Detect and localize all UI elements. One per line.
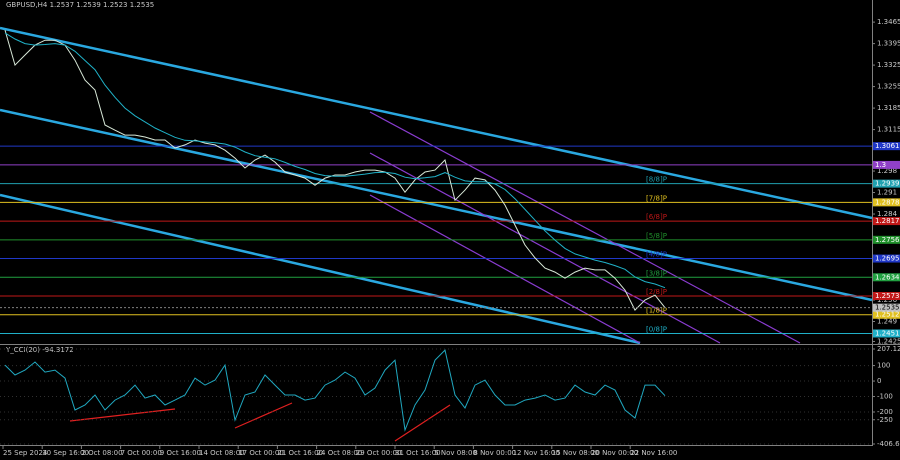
level-label: 1.2634	[875, 273, 900, 281]
x-tick-label: 7 Oct 00:00	[121, 449, 162, 457]
series-line	[4, 29, 666, 311]
y-tick-label: 1.3115	[877, 126, 900, 134]
y-tick-label: 1.298	[877, 167, 897, 175]
x-tick-label: 22 Nov 16:00	[630, 449, 677, 457]
divergence-line	[234, 402, 293, 429]
level-label-box	[873, 329, 900, 338]
level-label: 1.2573	[875, 292, 900, 300]
x-tick-label: 17 Oct 00:00	[238, 449, 284, 457]
series-line	[4, 349, 666, 432]
x-tick-label: 12 Nov 16:00	[513, 449, 560, 457]
x-tick-label: 9 Oct 16:00	[160, 449, 201, 457]
y-tick-label: -406.6772	[877, 440, 900, 448]
level-label: 1.2817	[875, 217, 900, 225]
y-tick-label: 1.3255	[877, 83, 900, 91]
channel-line	[0, 193, 641, 345]
y-tick-label: -200	[877, 408, 893, 416]
level-tag: [3/8]P	[646, 269, 667, 277]
level-tag: [6/8]P	[646, 213, 667, 221]
level-label: 1.2756	[875, 236, 900, 244]
x-tick-label: 24 Oct 08:00	[317, 449, 363, 457]
level-label-box	[873, 292, 900, 301]
chart-title: GBPUSD,H4 1.2537 1.2539 1.2523 1.2535	[6, 1, 154, 9]
x-tick-label: 2 Oct 08:00	[81, 449, 122, 457]
y-tick-label: 1.3325	[877, 61, 900, 69]
level-label-box	[873, 160, 900, 169]
level-label-box	[873, 254, 900, 263]
divergence-line	[394, 404, 451, 442]
level-label: 1.2695	[875, 255, 900, 263]
regression-line	[369, 194, 641, 344]
level-label-box	[873, 235, 900, 244]
level-label: 1.3061	[875, 142, 900, 150]
x-tick-label: 25 Sep 2024	[3, 449, 48, 457]
current-price-label: 1.2535	[875, 304, 900, 312]
y-tick-label: 207.1248	[877, 345, 900, 353]
y-tick-label: 1.3465	[877, 18, 900, 26]
level-tag: [2/8]P	[646, 288, 667, 296]
level-label: 1.2939	[875, 180, 900, 188]
y-tick-label: -250	[877, 416, 893, 424]
level-label-box	[873, 142, 900, 151]
x-tick-label: 8 Nov 00:00	[473, 449, 516, 457]
indicator-title: Y_CCI(20) -94.3172	[5, 346, 74, 354]
level-tag: [1/8]P	[646, 307, 667, 315]
x-tick-label: 14 Oct 08:00	[199, 449, 245, 457]
regression-line	[369, 111, 801, 344]
level-label-box	[873, 217, 900, 226]
level-label: 1.2878	[875, 198, 900, 206]
level-label-box	[873, 273, 900, 282]
y-tick-label: 1.3395	[877, 40, 900, 48]
level-tag: [4/8]P	[646, 251, 667, 259]
divergence-line	[69, 408, 176, 422]
x-tick-label: 30 Sep 16:00	[42, 449, 89, 457]
current-price-box	[873, 303, 900, 312]
y-tick-label: 1.284	[877, 210, 898, 218]
level-label-box	[873, 310, 900, 319]
drawn-trendlines	[0, 0, 900, 446]
level-label-box	[873, 198, 900, 207]
y-tick-label: -100	[877, 393, 893, 401]
level-label-box	[873, 179, 900, 188]
channel-line	[0, 108, 873, 302]
level-tag: [8/8]P	[646, 176, 667, 184]
level-label: 1.3	[875, 161, 886, 169]
x-tick-label: 15 Nov 08:00	[552, 449, 599, 457]
level-tag: [5/8]P	[646, 232, 667, 240]
y-tick-label: 1.2425	[877, 337, 900, 345]
channel-line	[0, 26, 873, 220]
y-tick-label: 0	[877, 377, 881, 385]
x-tick-label: 5 Nov 08:00	[434, 449, 477, 457]
level-label: 1.2451	[875, 329, 900, 337]
y-tick-label: 100	[877, 362, 890, 370]
y-tick-label: 1.3185	[877, 104, 900, 112]
x-tick-label: 29 Oct 00:00	[356, 449, 402, 457]
regression-line	[369, 152, 721, 344]
x-tick-label: 21 Oct 16:00	[277, 449, 323, 457]
level-tag: [0/8]P	[646, 325, 667, 333]
y-tick-label: 1.249	[877, 318, 897, 326]
series-line	[4, 32, 666, 289]
level-tag: [7/8]P	[646, 194, 667, 202]
x-tick-label: 31 Oct 16:00	[395, 449, 441, 457]
y-tick-label: 1.291	[877, 189, 897, 197]
x-tick-label: 20 Nov 00:00	[591, 449, 638, 457]
level-label: 1.2512	[875, 311, 900, 319]
